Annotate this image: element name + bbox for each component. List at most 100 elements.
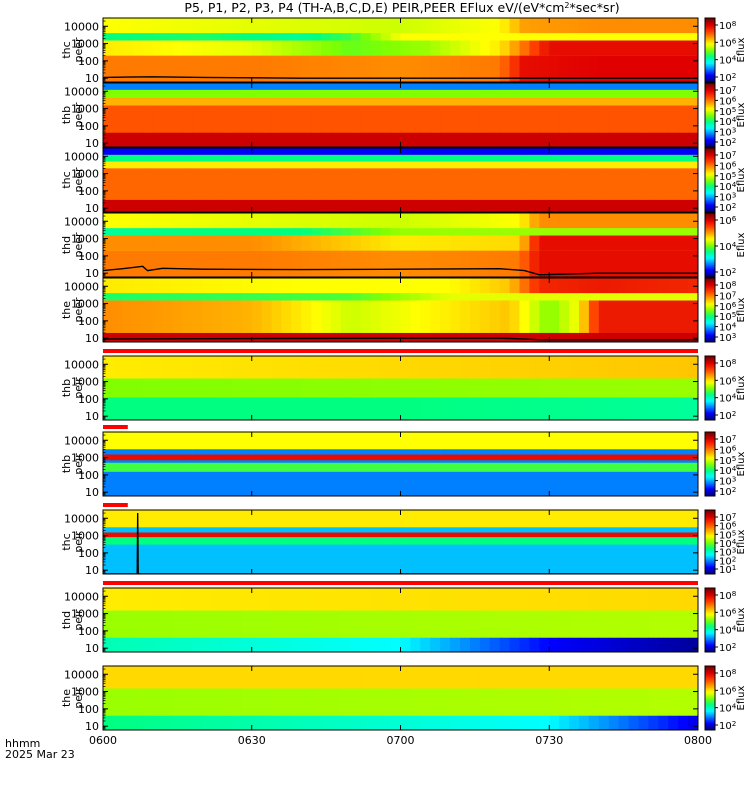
spectrogram-cell xyxy=(688,83,698,147)
spectrogram-cell xyxy=(569,161,580,169)
spectrogram-cell xyxy=(301,89,312,99)
spectrogram-image xyxy=(103,83,698,147)
spectrogram-cell xyxy=(331,83,342,147)
colorbar-segment xyxy=(705,292,715,295)
spectrogram-cell xyxy=(509,462,521,472)
colorbar-segment xyxy=(705,83,715,86)
spectrogram-cell xyxy=(479,432,491,450)
spectrogram-cell xyxy=(370,532,382,538)
colorbar-frame xyxy=(704,509,716,575)
spectrogram-cell xyxy=(608,148,620,212)
spectrogram-cell xyxy=(549,588,560,611)
spectrogram-cell xyxy=(182,532,193,538)
spectrogram-cell xyxy=(410,154,421,162)
spectrogram-cell xyxy=(132,154,144,162)
spectrogram-cell xyxy=(579,510,590,528)
spectrogram-cell xyxy=(410,228,421,236)
spectrogram-cell xyxy=(212,666,223,689)
spectrogram-cell xyxy=(311,666,322,730)
colorbar-segment xyxy=(705,456,715,459)
spectrogram-cell xyxy=(241,40,253,56)
spectrogram-cell xyxy=(410,250,421,277)
colorbar-segment xyxy=(705,176,715,179)
spectrogram-cell xyxy=(539,462,550,472)
colorbar-segment xyxy=(705,436,715,439)
spectrogram-cell xyxy=(519,715,531,730)
spectrogram-cell xyxy=(291,532,302,538)
spectrogram-cell xyxy=(469,89,481,99)
energy-band-3 xyxy=(103,89,698,99)
spectrogram-cell xyxy=(638,532,650,538)
spectrogram-cell xyxy=(588,55,600,82)
spectrogram-cell xyxy=(450,356,461,420)
spectrogram-cell xyxy=(598,637,610,652)
spectrogram-cell xyxy=(103,397,114,420)
colorbar-segment xyxy=(705,404,715,407)
spectrogram-cell xyxy=(658,132,669,147)
colorbar-segment xyxy=(705,330,715,333)
spectrogram-cell xyxy=(420,666,431,689)
spectrogram-cell xyxy=(251,397,263,420)
spectrogram-cell xyxy=(112,332,124,342)
spectrogram-cell xyxy=(212,637,223,652)
spectrogram-cell xyxy=(469,454,481,461)
spectrogram-cell xyxy=(539,300,550,333)
spectrogram-cell xyxy=(519,83,531,90)
colorbar-segment xyxy=(705,95,715,98)
spectrogram-cell xyxy=(648,154,659,162)
spectrogram-cell xyxy=(569,397,580,420)
time-axis-date: 2025 Mar 23 xyxy=(5,748,75,761)
spectrogram-cell xyxy=(321,83,332,147)
spectrogram-cell xyxy=(598,83,610,147)
spectrogram-cell xyxy=(241,98,253,106)
spectrogram-cell xyxy=(390,715,402,730)
spectrogram-cell xyxy=(469,300,481,333)
spectrogram-cell xyxy=(549,293,560,301)
spectrogram-cell xyxy=(678,462,689,472)
spectrogram-cell xyxy=(271,132,283,147)
spectrogram-cell xyxy=(212,537,223,545)
spectrogram-cell xyxy=(202,154,213,162)
spectrogram-cell xyxy=(509,332,521,342)
spectrogram-cell xyxy=(638,250,650,277)
spectrogram-cell xyxy=(380,33,392,41)
spectrogram-cell xyxy=(678,397,689,420)
spectrogram-cell xyxy=(390,666,402,689)
spectrogram-cell xyxy=(350,454,362,461)
spectrogram-cell xyxy=(430,132,441,147)
spectrogram-cell xyxy=(132,666,144,730)
spectrogram-cell xyxy=(519,454,531,461)
spectrogram-cell xyxy=(549,637,560,652)
colorbar-segment xyxy=(705,239,715,242)
spectrogram-cell xyxy=(321,148,332,212)
spectrogram-cell xyxy=(331,148,342,155)
spectrogram-cell xyxy=(678,250,689,277)
spectrogram-cell xyxy=(559,332,570,342)
spectrogram-cell xyxy=(162,715,174,730)
spectrogram-cell xyxy=(608,33,620,41)
spectrogram-cell xyxy=(460,715,471,730)
spectrogram-cell xyxy=(321,666,332,689)
spectrogram-cell xyxy=(162,40,174,56)
spectrogram-cell xyxy=(321,397,332,420)
colorbar-segment xyxy=(705,255,715,258)
spectrogram-cell xyxy=(222,33,233,41)
spectrogram-cell xyxy=(588,228,600,236)
colorbar-segment xyxy=(705,642,715,645)
spectrogram-cell xyxy=(350,40,362,56)
spectrogram-cell xyxy=(152,83,164,90)
colorbar-segment xyxy=(705,648,715,651)
spectrogram-cell xyxy=(608,666,620,689)
spectrogram-cell xyxy=(103,300,114,333)
spectrogram-cell xyxy=(390,356,402,379)
spectrogram-cell xyxy=(212,83,223,90)
spectrogram-cell xyxy=(301,666,312,689)
colorbar-label: Eflux xyxy=(736,607,747,632)
spectrogram-cell xyxy=(301,588,312,611)
spectrogram-cell xyxy=(301,293,312,301)
spectrogram-cell xyxy=(688,199,698,212)
spectrogram-cell xyxy=(132,637,144,652)
spectrogram-cell xyxy=(489,432,501,450)
spectrogram-cell xyxy=(350,637,362,652)
spectrogram-cell xyxy=(400,154,412,162)
